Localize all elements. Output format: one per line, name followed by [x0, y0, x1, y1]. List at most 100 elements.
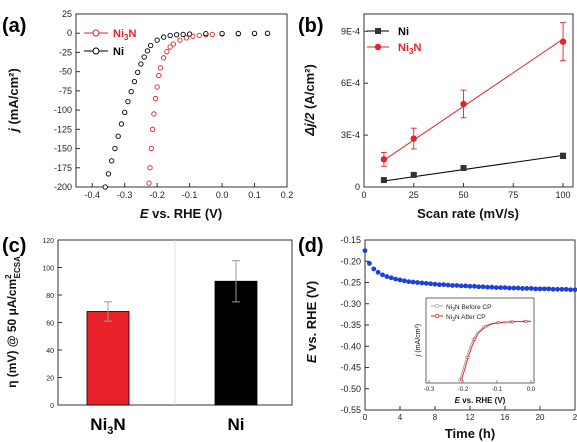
y-tick-label: -125 — [54, 124, 72, 134]
data-point-ni — [141, 54, 147, 60]
data-point-ni3n — [177, 37, 183, 43]
panel-c-plot: 0 20 40 60 80 100 120 Ni3N Ni η (mV) @ 50 μA/cm2… — [4, 238, 293, 437]
category-label: Ni3N — [90, 415, 125, 437]
data-point-cp — [520, 286, 525, 291]
panel-b-plot: 0 25 50 75 100 0 3E-4 6E-4 9E-4 Ni Ni3N Scan rat… — [302, 13, 574, 221]
panel-label-a: (a) — [2, 15, 26, 37]
x-tick-label: -0.4 — [84, 190, 100, 200]
legend-marker-ni — [92, 47, 100, 55]
inset-x-tick-label: 0.0 — [527, 387, 536, 393]
panel-b-xlabel: Scan rate (mV/s) — [417, 206, 519, 221]
inset-x-tick-label: -0.3 — [424, 387, 435, 393]
data-point-cp — [375, 269, 381, 275]
panel-label-b: (b) — [298, 15, 324, 37]
data-point-ni3n — [146, 180, 152, 186]
x-tick-label: 12 — [466, 413, 475, 422]
data-point-ni3n — [147, 165, 153, 171]
panel-label-c: (c) — [2, 235, 26, 257]
data-point-cp — [371, 266, 377, 272]
y-tick-label: -0.40 — [340, 341, 361, 351]
inset-ylabel: j (mA/cm²) — [415, 324, 422, 357]
data-point-cp — [563, 286, 569, 292]
data-point-ni3n — [559, 38, 567, 45]
data-point-ni3n — [148, 145, 154, 152]
data-point-ni3n — [160, 55, 167, 61]
data-point-cp — [366, 260, 372, 266]
legend-label-ni-b: Ni — [398, 26, 409, 38]
x-tick-label: 4 — [398, 413, 403, 422]
y-tick-label: 60 — [46, 321, 54, 328]
data-point-cp — [458, 283, 464, 289]
y-tick-label: -0.45 — [340, 363, 361, 373]
data-point-ni3n — [154, 84, 160, 90]
data-point-ni — [380, 177, 387, 184]
inset-point — [459, 378, 463, 382]
panel-d-inset: -0.3 -0.2 -0.1 0.0 Ni3N Before CP Ni3N Afte… — [415, 297, 536, 405]
data-point-ni3n — [196, 32, 203, 39]
data-point-cp — [471, 283, 477, 289]
data-point-ni — [203, 31, 209, 37]
x-tick-label: 25 — [409, 190, 419, 200]
data-point-ni3n — [149, 126, 156, 132]
data-point-ni3n — [410, 135, 417, 142]
inset-curve-after — [460, 320, 532, 381]
data-point-cp — [506, 285, 512, 291]
data-point-cp — [515, 285, 521, 291]
inset-point — [483, 325, 487, 329]
x-tick-label: 20 — [536, 413, 545, 422]
data-point-ni — [109, 158, 115, 164]
inset-point — [497, 321, 501, 325]
inset-point — [466, 356, 470, 360]
y-tick-label: 0 — [67, 28, 72, 38]
inset-xlabel: E vs. RHE (V) — [455, 396, 506, 405]
data-point-cp — [388, 275, 394, 281]
data-point-cp — [568, 287, 574, 293]
y-tick-label: -200 — [54, 182, 72, 192]
data-point-ni — [167, 32, 173, 39]
data-point-cp — [528, 286, 534, 291]
legend-label-ni3n: Ni3N — [113, 28, 136, 42]
data-point-cp — [441, 282, 447, 288]
data-point-ni — [460, 164, 467, 171]
fit-line-ni3n — [383, 38, 564, 161]
inset-point — [524, 319, 528, 323]
y-tick-label: 3E-4 — [341, 130, 360, 140]
data-point-ni — [118, 121, 125, 127]
inset-point — [510, 320, 514, 324]
data-point-cp — [533, 286, 539, 292]
data-point-cp — [493, 285, 499, 290]
x-tick-label: 0.1 — [248, 190, 261, 200]
y-tick-label: 120 — [42, 238, 54, 245]
inset-legend: Ni3N Before CP Ni3N After CP — [431, 303, 491, 323]
data-point-cp — [445, 282, 451, 288]
x-tick-label: 0.0 — [216, 190, 229, 200]
data-point-cp — [546, 286, 552, 292]
data-point-cp — [380, 272, 385, 278]
data-point-ni — [186, 31, 193, 37]
inset-legend-marker-before — [434, 303, 440, 309]
x-tick-label: 0 — [361, 190, 366, 200]
x-tick-label: 0 — [363, 413, 368, 422]
data-point-cp — [467, 283, 473, 289]
data-point-ni — [264, 30, 271, 36]
legend-label-ni: Ni — [113, 46, 124, 58]
data-point-ni — [128, 89, 134, 95]
data-point-ni — [135, 69, 141, 76]
category-label: Ni — [228, 415, 245, 434]
data-point-ni3n — [380, 156, 388, 163]
data-point-cp — [555, 286, 560, 292]
inset-x-tick-label: -0.2 — [458, 387, 469, 393]
y-tick-label: -0.30 — [340, 299, 361, 309]
data-point-ni3n — [164, 49, 170, 55]
data-point-cp — [463, 283, 469, 289]
x-tick-label: 50 — [459, 190, 469, 200]
panel-d-plot: 0 4 8 12 16 20 2 -0.15 -0.20 -0.25 -0.30 -0.35 -0.40… — [304, 235, 577, 441]
x-tick-label: 75 — [508, 190, 518, 200]
y-tick-label: -150 — [54, 144, 72, 154]
data-point-ni3n — [209, 31, 215, 38]
x-tick-label: -0.3 — [117, 190, 133, 200]
inset-legend-label-after: Ni3N After CP — [446, 314, 486, 323]
data-point-cp — [423, 280, 429, 286]
y-tick-label: 100 — [42, 266, 54, 273]
data-point-ni — [148, 42, 154, 49]
